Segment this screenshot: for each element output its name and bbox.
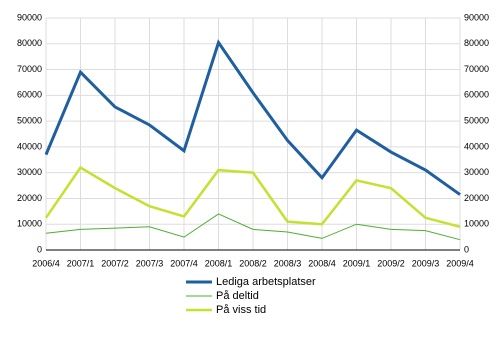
x-tick-label: 2007/1 (67, 258, 95, 268)
y-tick-label: 50000 (17, 115, 42, 125)
x-tick-label: 2007/2 (101, 258, 129, 268)
y-tick-label: 20000 (17, 193, 42, 203)
y-tick-label: 80000 (17, 38, 42, 48)
x-tick-label: 2008/4 (308, 258, 336, 268)
x-tick-label: 2009/4 (446, 258, 474, 268)
y2-tick-label: 70000 (464, 64, 489, 74)
y-tick-label: 70000 (17, 64, 42, 74)
y2-tick-label: 80000 (464, 38, 489, 48)
y2-tick-label: 60000 (464, 90, 489, 100)
y-tick-label: 0 (37, 244, 42, 254)
y-tick-label: 60000 (17, 90, 42, 100)
y-tick-label: 90000 (17, 12, 42, 22)
y2-tick-label: 50000 (464, 115, 489, 125)
y2-tick-label: 40000 (464, 141, 489, 151)
x-tick-label: 2007/3 (136, 258, 164, 268)
x-tick-label: 2007/4 (170, 258, 198, 268)
x-tick-label: 2008/3 (274, 258, 302, 268)
legend-label: På viss tid (216, 304, 266, 316)
series-line (44, 165, 461, 229)
x-tick-label: 2009/2 (377, 258, 405, 268)
y2-tick-label: 20000 (464, 193, 489, 203)
legend-label: Lediga arbetsplatser (216, 276, 316, 288)
x-tick-label: 2006/4 (32, 258, 60, 268)
x-tick-label: 2009/3 (412, 258, 440, 268)
y2-tick-label: 90000 (464, 12, 489, 22)
x-tick-label: 2008/1 (205, 258, 233, 268)
x-tick-label: 2008/2 (239, 258, 267, 268)
y2-tick-label: 10000 (464, 219, 489, 229)
legend: Lediga arbetsplatser På deltid På viss tid (186, 276, 316, 316)
y-tick-label: 30000 (17, 167, 42, 177)
x-tick-label: 2009/1 (343, 258, 371, 268)
legend-label: På deltid (216, 290, 259, 302)
y-tick-label: 40000 (17, 141, 42, 151)
y2-tick-label: 30000 (464, 167, 489, 177)
series-line (45, 213, 461, 241)
y-tick-label: 10000 (17, 219, 42, 229)
y2-tick-label: 0 (464, 244, 469, 254)
series-line (44, 39, 461, 196)
